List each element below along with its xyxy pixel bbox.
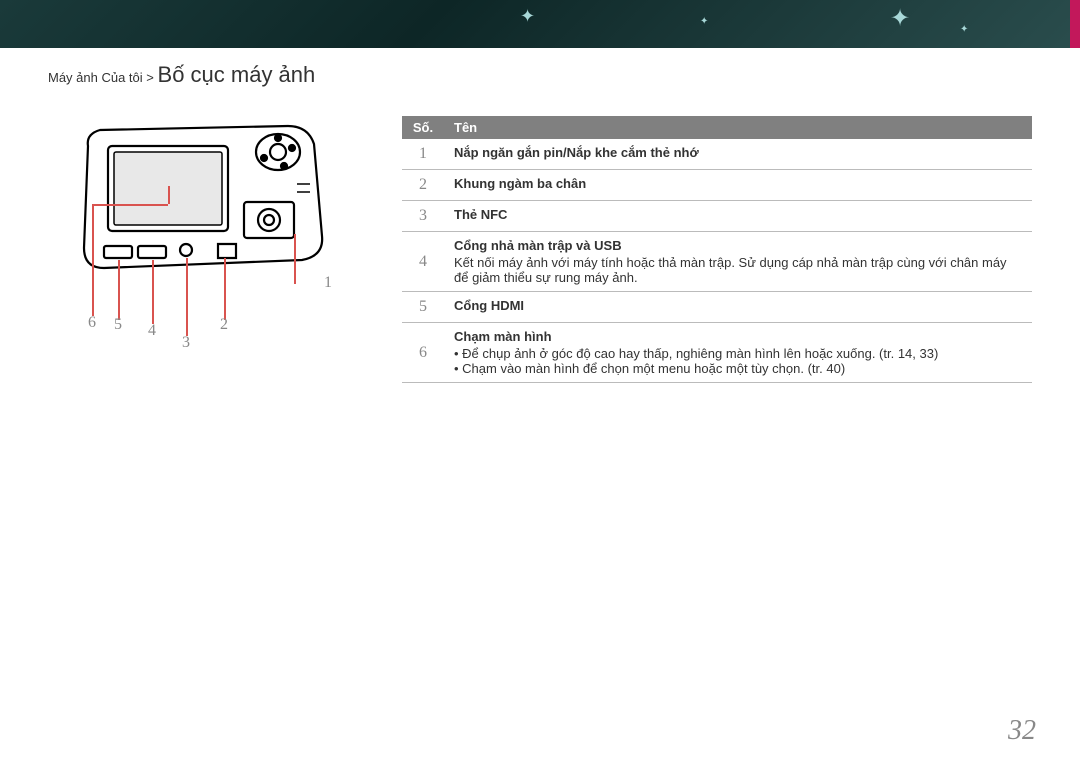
row-num: 6 xyxy=(402,323,444,383)
row-num: 2 xyxy=(402,170,444,201)
table-column: Số. Tên 1 Nắp ngăn gắn pin/Nắp khe cắm t… xyxy=(402,116,1032,383)
callout-line xyxy=(168,186,170,204)
row-content: Thẻ NFC xyxy=(444,201,1032,232)
part-desc: Kết nối máy ảnh với máy tính hoặc thả mà… xyxy=(454,255,1022,285)
row-num: 1 xyxy=(402,139,444,170)
table-header-row: Số. Tên xyxy=(402,116,1032,139)
callout-line xyxy=(118,260,120,320)
table-row: 5 Cổng HDMI xyxy=(402,292,1032,323)
callout-number: 3 xyxy=(182,334,190,352)
bullet-item: Để chụp ảnh ở góc độ cao hay thấp, nghiê… xyxy=(454,346,1022,361)
callout-line xyxy=(224,258,226,320)
breadcrumb-separator: > xyxy=(146,70,154,85)
part-name: Khung ngàm ba chân xyxy=(454,176,1022,191)
table-row: 4 Cổng nhả màn trập và USB Kết nối máy ả… xyxy=(402,232,1032,292)
callout-line xyxy=(294,234,296,284)
content-area: 1 2 3 4 5 6 Số. Tên 1 Nắp ngăn gắn pin/N… xyxy=(0,88,1080,383)
row-content: Chạm màn hình Để chụp ảnh ở góc độ cao h… xyxy=(444,323,1032,383)
page-number: 32 xyxy=(1008,715,1036,747)
callout-line xyxy=(186,258,188,336)
sparkle-icon: ✦ xyxy=(960,24,968,35)
row-num: 4 xyxy=(402,232,444,292)
callout-number: 4 xyxy=(148,322,156,340)
row-content: Cổng nhả màn trập và USB Kết nối máy ảnh… xyxy=(444,232,1032,292)
breadcrumb-parent: Máy ảnh Của tôi xyxy=(48,70,143,85)
table-row: 2 Khung ngàm ba chân xyxy=(402,170,1032,201)
callout-number: 1 xyxy=(324,274,332,292)
parts-table: Số. Tên 1 Nắp ngăn gắn pin/Nắp khe cắm t… xyxy=(402,116,1032,383)
part-name: Cổng nhả màn trập và USB xyxy=(454,238,1022,253)
row-content: Cổng HDMI xyxy=(444,292,1032,323)
callout-number: 2 xyxy=(220,316,228,334)
callout-line xyxy=(92,204,168,206)
row-num: 5 xyxy=(402,292,444,323)
callout-number: 6 xyxy=(88,314,96,332)
row-content: Khung ngàm ba chân xyxy=(444,170,1032,201)
row-num: 3 xyxy=(402,201,444,232)
accent-bar xyxy=(1070,0,1080,48)
callout-line xyxy=(92,204,94,316)
part-name: Nắp ngăn gắn pin/Nắp khe cắm thẻ nhớ xyxy=(454,145,1022,160)
header-num: Số. xyxy=(402,116,444,139)
part-name: Chạm màn hình xyxy=(454,329,1022,344)
page-title: Bố cục máy ảnh xyxy=(158,62,316,87)
table-row: 6 Chạm màn hình Để chụp ảnh ở góc độ cao… xyxy=(402,323,1032,383)
part-name: Cổng HDMI xyxy=(454,298,1022,313)
sparkle-icon: ✦ xyxy=(700,16,708,27)
header-name: Tên xyxy=(444,116,1032,139)
table-row: 1 Nắp ngăn gắn pin/Nắp khe cắm thẻ nhớ xyxy=(402,139,1032,170)
callout-line xyxy=(152,260,154,324)
part-name: Thẻ NFC xyxy=(454,207,1022,222)
sparkle-icon: ✦ xyxy=(520,6,535,27)
table-row: 3 Thẻ NFC xyxy=(402,201,1032,232)
part-bullets: Để chụp ảnh ở góc độ cao hay thấp, nghiê… xyxy=(454,346,1022,376)
top-banner: ✦ ✦ ✦ ✦ xyxy=(0,0,1080,48)
row-content: Nắp ngăn gắn pin/Nắp khe cắm thẻ nhớ xyxy=(444,139,1032,170)
sparkle-icon: ✦ xyxy=(890,4,910,33)
callout-number: 5 xyxy=(114,316,122,334)
bullet-item: Chạm vào màn hình để chọn một menu hoặc … xyxy=(454,361,1022,376)
diagram-column: 1 2 3 4 5 6 xyxy=(48,116,378,383)
breadcrumb: Máy ảnh Của tôi > Bố cục máy ảnh xyxy=(0,48,1080,88)
